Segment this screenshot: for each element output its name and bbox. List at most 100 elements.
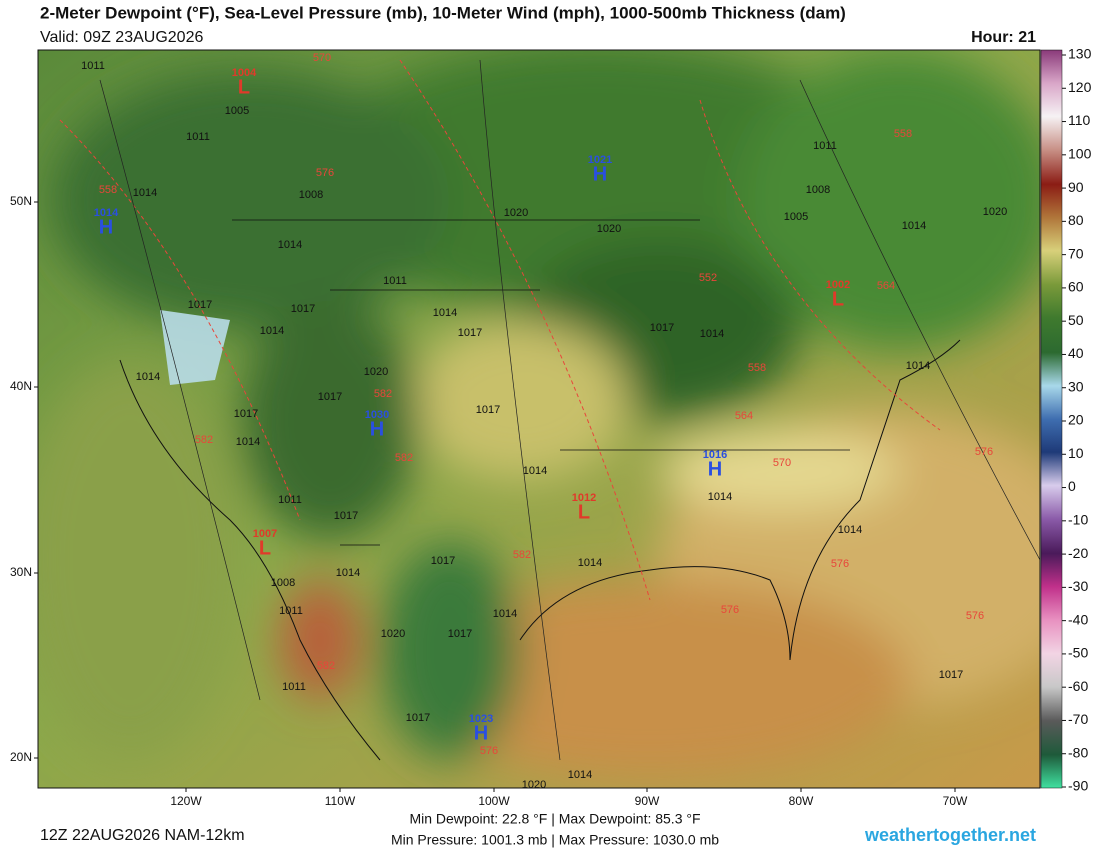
isobar-label: 1014	[568, 769, 592, 781]
lat-label: 40N	[10, 379, 32, 393]
colorbar-label: 50	[1068, 312, 1084, 328]
isobar-label: 1020	[597, 223, 621, 235]
isobar-label: 1014	[700, 328, 724, 340]
center-letter: L	[238, 76, 250, 98]
isobar-label: 1008	[299, 189, 323, 201]
isobar-label: 1011	[279, 605, 303, 617]
isobar-label: 1014	[838, 524, 862, 536]
thickness-label: 576	[966, 610, 984, 622]
isobar-label: 1014	[578, 557, 602, 569]
isobar-label: 1017	[318, 391, 342, 403]
isobar-label: 1017	[448, 628, 472, 640]
thickness-label: 564	[735, 410, 753, 422]
isobar-label: 1014	[523, 465, 547, 477]
colorbar-label: -60	[1068, 678, 1088, 694]
colorbar-label: 10	[1068, 445, 1084, 461]
center-letter: H	[593, 163, 607, 185]
thickness-label: 576	[975, 446, 993, 458]
isobar-label: 1017	[650, 322, 674, 334]
colorbar-label: 100	[1068, 146, 1092, 162]
thickness-label: 582	[317, 660, 335, 672]
isobar-label: 1011	[278, 494, 302, 506]
isobar-label: 1008	[806, 184, 830, 196]
thickness-label: 558	[99, 184, 117, 196]
isobar-label: 1014	[260, 325, 284, 337]
colorbar-label: -80	[1068, 744, 1088, 760]
isobar-label: 1017	[234, 408, 258, 420]
center-pressure: 1004	[232, 67, 257, 79]
isobar-label: 1017	[458, 327, 482, 339]
colorbar-label: 40	[1068, 345, 1084, 361]
lon-label: 120W	[170, 794, 202, 808]
colorbar-label: -50	[1068, 645, 1088, 661]
colorbar-label: -90	[1068, 778, 1088, 794]
isobar-label: 1005	[784, 211, 808, 223]
thickness-label: 582	[513, 549, 531, 561]
isobar-label: 1005	[225, 105, 249, 117]
isobar-label: 1014	[136, 371, 160, 383]
isobar-label: 1011	[282, 681, 306, 693]
center-pressure: 1007	[253, 528, 277, 540]
center-pressure: 1023	[469, 713, 493, 725]
colorbar-label: -20	[1068, 545, 1088, 561]
isobar-label: 1014	[902, 220, 926, 232]
thickness-label: 576	[721, 604, 739, 616]
isobar-label: 1008	[271, 577, 295, 589]
colorbar-label: -70	[1068, 711, 1088, 727]
colorbar-label: 70	[1068, 245, 1084, 261]
lon-label: 110W	[325, 794, 356, 808]
thickness-label: 582	[374, 388, 392, 400]
isobar-label: 1017	[406, 712, 430, 724]
thickness-label: 582	[395, 452, 413, 464]
isobar-label: 1014	[708, 491, 732, 503]
isobar-label: 1020	[381, 628, 405, 640]
center-letter: L	[578, 501, 590, 523]
colorbar-label: 80	[1068, 212, 1084, 228]
center-letter: L	[832, 288, 844, 310]
forecast-hour: Hour: 21	[971, 29, 1036, 46]
colorbar-label: 130	[1068, 46, 1092, 62]
isobar-label: 1020	[983, 206, 1007, 218]
colorbar-label: 120	[1068, 79, 1092, 95]
center-pressure: 1002	[826, 279, 850, 291]
isobar-label: 1017	[939, 669, 963, 681]
isobar-label: 1011	[186, 131, 210, 143]
center-pressure: 1016	[703, 449, 727, 461]
center-letter: H	[99, 216, 113, 238]
isobar-label: 1014	[133, 187, 157, 199]
model-run: 12Z 22AUG2026 NAM-12km	[40, 827, 245, 844]
map	[38, 50, 1040, 788]
thickness-label: 570	[313, 52, 331, 64]
pressure-stats: Min Pressure: 1001.3 mb | Max Pressure: …	[391, 832, 719, 848]
site-link[interactable]: weathertogether.net	[864, 825, 1036, 845]
isobar-label: 1017	[334, 510, 358, 522]
colorbar	[1040, 49, 1063, 789]
isobar-label: 1017	[291, 303, 315, 315]
valid-time: Valid: 09Z 23AUG2026	[40, 29, 203, 46]
colorbar-label: -30	[1068, 578, 1088, 594]
thickness-label: 576	[831, 558, 849, 570]
isobar-label: 1020	[504, 207, 528, 219]
title: 2-Meter Dewpoint (°F), Sea-Level Pressur…	[40, 3, 846, 22]
colorbar-label: 0	[1068, 478, 1076, 494]
center-pressure: 1021	[588, 154, 612, 166]
lat-label: 30N	[10, 565, 32, 579]
lat-label: 50N	[10, 194, 32, 208]
thickness-label: 552	[699, 272, 717, 284]
colorbar-label: 90	[1068, 179, 1084, 195]
center-letter: H	[370, 418, 384, 440]
center-pressure: 1012	[572, 492, 596, 504]
center-letter: H	[708, 458, 722, 480]
isobar-label: 1017	[431, 555, 455, 567]
lon-label: 70W	[943, 794, 968, 808]
center-pressure: 1030	[365, 409, 389, 421]
colorbar-label: -10	[1068, 512, 1088, 528]
center-pressure: 1014	[94, 207, 119, 219]
isobar-label: 1017	[188, 299, 212, 311]
isobar-label: 1020	[522, 779, 546, 791]
thickness-label: 570	[773, 457, 791, 469]
lon-label: 90W	[635, 794, 660, 808]
isobar-label: 1014	[278, 239, 302, 251]
lon-label: 80W	[789, 794, 814, 808]
isobar-label: 1011	[81, 60, 105, 72]
